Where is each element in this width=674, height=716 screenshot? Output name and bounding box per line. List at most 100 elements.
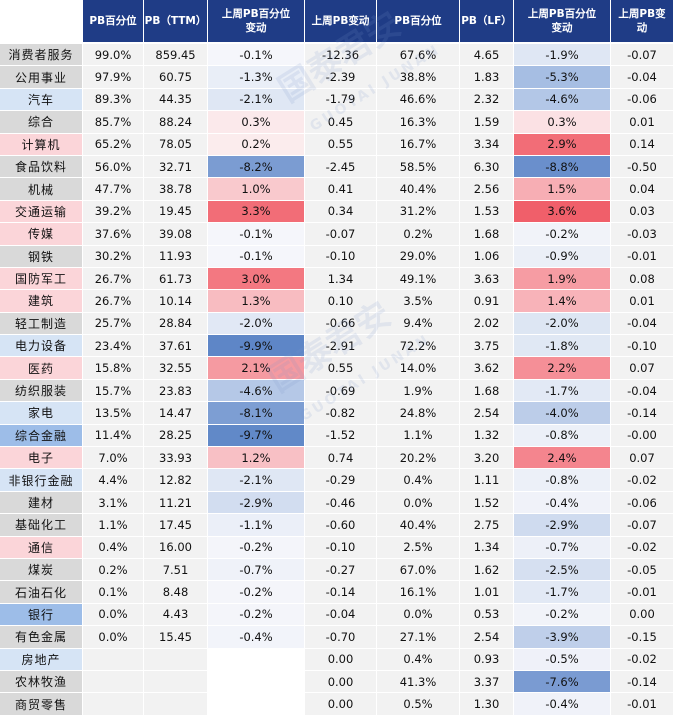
pb-lf-percentile-change-cell: -2.5% [514,558,611,582]
table-row: 有色金属 0.0% 15.45 -0.4% -0.70 27.1% 2.54 -3.9% -0.… [0,626,674,649]
pb-change-cell: 0.10 [305,290,377,313]
pb-lf-percentile-cell: 38.8% [377,66,460,89]
pb-percentile-change-cell [208,670,305,694]
pb-lf-cell: 3.34 [460,133,514,156]
pb-percentile-cell: 47.7% [83,178,144,201]
table-row: 食品饮料 56.0% 32.71 -8.2% -2.45 58.5% 6.30 -8.8% -0… [0,155,674,179]
pb-lf-cell: 3.37 [460,670,514,694]
table-row: 公用事业 97.9% 60.75 -1.3% -2.39 38.8% 1.83 -5.3% -0… [0,66,674,89]
table-row: 机械 47.7% 38.78 1.0% 0.41 40.4% 2.56 1.5% 0.04 [0,178,674,201]
pb-change-cell: 0.55 [305,357,377,380]
pb-lf-percentile-change-cell: 3.6% [514,200,611,224]
pb-lf-percentile-change-cell: 2.4% [514,447,611,470]
pb-percentile-change-cell: 2.1% [208,357,305,380]
pb-lf-cell: 1.32 [460,424,514,448]
table-row: 建筑 26.7% 10.14 1.3% 0.10 3.5% 0.91 1.4% 0.01 [0,290,674,313]
pb-lf-cell: 1.53 [460,200,514,224]
pb-ttm-cell: 11.21 [144,491,208,515]
pb-lf-change-cell: -0.00 [611,424,674,448]
pb-percentile-cell: 56.0% [83,155,144,179]
pb-ttm-cell: 44.35 [144,88,208,112]
pb-change-cell: 1.34 [305,267,377,291]
pb-percentile-cell: 4.4% [83,469,144,492]
industry-name-cell: 非银行金融 [0,469,83,492]
pb-lf-percentile-change-cell: -8.8% [514,155,611,179]
header-pb-percentile-change: 上周PB百分位变动 [208,0,305,44]
pb-lf-percentile-change-cell: 2.9% [514,133,611,156]
pb-lf-change-cell: -0.05 [611,558,674,582]
industry-name-cell: 基础化工 [0,514,83,537]
industry-name-cell: 建材 [0,491,83,515]
pb-change-cell: -0.69 [305,379,377,403]
pb-lf-percentile-cell: 0.4% [377,469,460,492]
pb-change-cell: -1.52 [305,424,377,448]
header-pb-lf-percentile: PB百分位 [377,0,460,44]
industry-name-cell: 消费者服务 [0,44,83,67]
pb-lf-percentile-cell: 46.6% [377,88,460,112]
pb-lf-change-cell: -0.15 [611,626,674,649]
pb-lf-percentile-change-cell: 0.3% [514,111,611,134]
pb-percentile-change-cell [208,693,305,716]
pb-lf-percentile-change-cell: -4.0% [514,402,611,425]
pb-change-cell: -0.66 [305,312,377,336]
table-row: 汽车 89.3% 44.35 -2.1% -1.79 46.6% 2.32 -4.6% -0.0… [0,88,674,112]
table-row: 医药 15.8% 32.55 2.1% 0.55 14.0% 3.62 2.2% 0.07 [0,357,674,380]
pb-lf-percentile-change-cell: -7.6% [514,670,611,694]
pb-lf-change-cell: -0.02 [611,536,674,559]
pb-change-cell: -0.10 [305,245,377,268]
industry-name-cell: 公用事业 [0,66,83,89]
pb-lf-percentile-cell: 31.2% [377,200,460,224]
pb-change-cell: -2.91 [305,335,377,358]
pb-lf-percentile-change-cell: 1.9% [514,267,611,291]
pb-ttm-cell: 11.93 [144,245,208,268]
pb-ttm-cell: 10.14 [144,290,208,313]
pb-percentile-change-cell: -9.9% [208,335,305,358]
industry-name-cell: 电力设备 [0,335,83,358]
pb-percentile-cell [83,648,144,671]
pb-percentile-cell: 3.1% [83,491,144,515]
pb-change-cell: -2.39 [305,66,377,89]
pb-ttm-cell: 78.05 [144,133,208,156]
pb-lf-change-cell: -0.01 [611,693,674,716]
pb-percentile-change-cell: -8.2% [208,155,305,179]
pb-percentile-cell: 37.6% [83,223,144,246]
pb-lf-cell: 2.02 [460,312,514,336]
pb-percentile-cell [83,670,144,694]
table-row: 家电 13.5% 14.47 -8.1% -0.82 24.8% 2.54 -4.0% -0.1… [0,402,674,425]
pb-lf-change-cell: -0.02 [611,648,674,671]
pb-ttm-cell: 38.78 [144,178,208,201]
pb-percentile-change-cell: -2.0% [208,312,305,336]
table-row: 消费者服务 99.0% 859.45 -0.1% -12.36 67.6% 4.65 -1.9… [0,44,674,67]
pb-lf-change-cell: 0.07 [611,447,674,470]
pb-lf-change-cell: -0.10 [611,335,674,358]
pb-change-cell: -2.45 [305,155,377,179]
pb-percentile-change-cell: -1.3% [208,66,305,89]
industry-name-cell: 石油石化 [0,581,83,604]
pb-lf-change-cell: 0.04 [611,178,674,201]
pb-lf-percentile-change-cell: -0.5% [514,648,611,671]
pb-lf-percentile-change-cell: -1.7% [514,581,611,604]
pb-percentile-cell: 1.1% [83,514,144,537]
pb-percentile-change-cell: -0.1% [208,245,305,268]
pb-lf-percentile-change-cell: -1.8% [514,335,611,358]
pb-ttm-cell: 23.83 [144,379,208,403]
pb-lf-percentile-cell: 14.0% [377,357,460,380]
table-row: 石油石化 0.1% 8.48 -0.2% -0.14 16.1% 1.01 -1.7% -0.0… [0,581,674,604]
table-row: 综合 85.7% 88.24 0.3% 0.45 16.3% 1.59 0.3% 0.01 [0,111,674,134]
industry-name-cell: 钢铁 [0,245,83,268]
industry-name-cell: 银行 [0,603,83,627]
pb-change-cell: -0.04 [305,603,377,627]
pb-lf-percentile-cell: 72.2% [377,335,460,358]
industry-name-cell: 商贸零售 [0,693,83,716]
pb-lf-cell: 2.54 [460,626,514,649]
pb-percentile-change-cell: -0.7% [208,558,305,582]
header-pb-change: 上周PB变动 [305,0,377,44]
pb-change-cell: -1.79 [305,88,377,112]
pb-ttm-cell: 33.93 [144,447,208,470]
pb-lf-percentile-change-cell: -0.8% [514,469,611,492]
pb-lf-change-cell: -0.01 [611,581,674,604]
pb-ttm-cell: 39.08 [144,223,208,246]
pb-lf-change-cell: -0.04 [611,66,674,89]
pb-change-cell: 0.00 [305,693,377,716]
